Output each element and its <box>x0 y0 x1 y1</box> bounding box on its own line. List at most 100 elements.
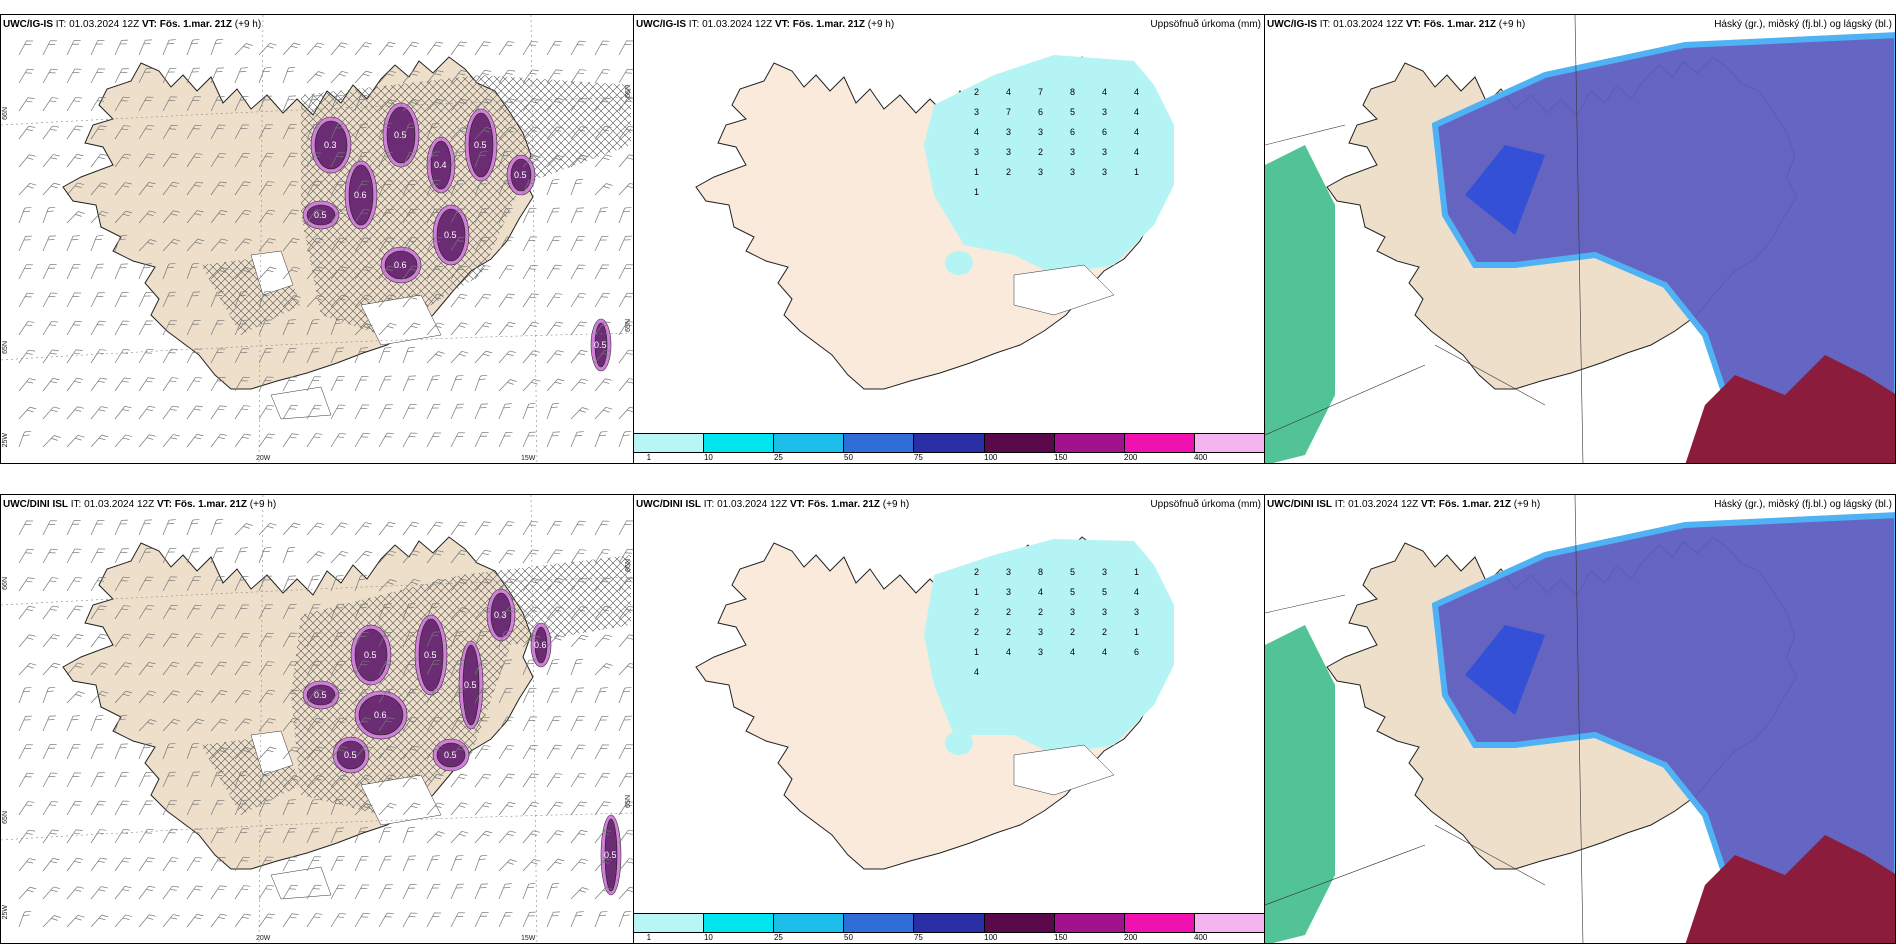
wind-barb <box>210 181 227 196</box>
wind-barb <box>18 858 36 872</box>
wind-barb <box>378 855 393 872</box>
wind-barb <box>66 634 84 648</box>
wind-barb <box>546 858 565 872</box>
wind-barb <box>282 152 298 168</box>
wind-barb <box>426 660 441 676</box>
wind-barb <box>210 153 227 168</box>
wind-barb <box>426 774 444 788</box>
wind-barb <box>90 320 106 336</box>
wind-barb <box>618 125 633 140</box>
wind-barb <box>546 634 565 648</box>
field-title: Háský (gr.), miðský (fj.bl.) og lágský (… <box>1714 499 1892 510</box>
wind-barb <box>498 293 515 308</box>
wind-barb <box>426 237 443 252</box>
wind-barb <box>618 910 632 928</box>
wind-barb <box>546 687 561 704</box>
wind-barb <box>474 745 491 760</box>
wind-barb <box>162 828 178 844</box>
colorbar-tick-label: 25 <box>773 933 783 942</box>
wind-barb <box>18 125 36 140</box>
wind-barb <box>66 743 81 760</box>
wind-barb <box>18 634 36 648</box>
wind-barb <box>330 123 345 140</box>
wind-barb <box>498 179 512 196</box>
wind-barb <box>330 433 347 448</box>
precip-value: 3 <box>1102 167 1107 177</box>
wind-barb <box>114 690 133 704</box>
wind-barb <box>186 67 201 84</box>
wind-barb <box>306 632 322 648</box>
wind-barb <box>546 40 562 56</box>
wind-barb <box>186 718 205 732</box>
contour-label: 0.5 <box>514 170 527 180</box>
wind-barb <box>330 522 348 536</box>
contour-layer: 0.3 0.6 0.5 0.4 0.5 0.5 0.5 0.6 0.5 0.5 <box>302 102 612 372</box>
wind-barb <box>186 885 203 900</box>
wind-barb <box>66 154 84 168</box>
wind-barb <box>330 717 348 732</box>
wind-barb <box>162 743 176 760</box>
lat-label-66n: 66N <box>2 577 9 590</box>
lon-label-15w: 15W <box>521 455 536 462</box>
precip-value: 6 <box>1070 127 1075 137</box>
wind-barb <box>162 604 178 620</box>
wind-barb <box>162 291 177 308</box>
wind-barb <box>18 154 36 168</box>
wind-barb <box>42 829 59 844</box>
glacier-outline <box>1013 264 1115 316</box>
wind-barb <box>570 830 588 844</box>
wind-barb <box>186 857 203 872</box>
wind-barb <box>186 604 202 620</box>
wind-barb <box>258 124 273 140</box>
colorbar-tick-label: 75 <box>913 933 923 942</box>
wind-barb <box>90 349 107 364</box>
wind-barb <box>282 661 299 676</box>
wind-barb <box>114 182 132 196</box>
wind-barb <box>378 99 397 112</box>
colorbar-tick-label: 200 <box>1124 453 1138 462</box>
wind-barb <box>114 96 130 112</box>
colorbar-segment <box>774 914 845 932</box>
wind-barb <box>90 96 106 112</box>
wind-barb <box>306 746 324 760</box>
field-title: Háský (gr.), miðský (fj.bl.) og lágský (… <box>1714 19 1892 30</box>
wind-barb <box>114 377 131 392</box>
wind-barb <box>258 152 274 168</box>
wind-barb <box>570 154 589 168</box>
wind-barb <box>522 549 539 564</box>
wind-barb <box>474 659 489 676</box>
wind-barb <box>210 828 226 844</box>
wind-barb <box>330 347 344 364</box>
wind-barb <box>522 830 540 844</box>
wind-barb <box>162 547 177 564</box>
precip-value: 4 <box>974 127 979 137</box>
iceland-precip-map: 2 4 7 8 4 4 3 7 6 5 3 4 4 3 3 6 6 4 3 3 2 3 3 4 1 2 3 3 3 1 1 <box>695 55 1174 390</box>
wind-barb <box>570 520 586 536</box>
wind-barb <box>426 351 445 364</box>
wind-barb <box>498 69 516 84</box>
precip-value: 4 <box>974 667 979 677</box>
contour-label: 0.5 <box>364 650 377 660</box>
wind-barb <box>42 577 59 592</box>
wind-barb <box>402 912 418 928</box>
wind-barb <box>306 42 325 56</box>
snow-contour-inner <box>534 626 548 664</box>
wind-barb <box>114 914 133 928</box>
wind-barb <box>570 716 585 732</box>
snow-free-layer <box>250 730 442 900</box>
low-cloud-area-green <box>1265 625 1335 943</box>
wind-barb <box>306 717 324 732</box>
wind-barb <box>474 854 488 872</box>
wind-barb <box>18 207 32 224</box>
wind-barb <box>42 715 56 732</box>
wind-barb <box>234 319 249 336</box>
wind-barb <box>330 180 346 196</box>
wind-barb <box>114 800 130 816</box>
precip-value: 3 <box>1006 587 1011 597</box>
wind-barb <box>90 829 107 844</box>
wind-barb <box>474 41 491 56</box>
precip-value: 3 <box>1006 127 1011 137</box>
wind-barb <box>114 320 130 336</box>
wind-barb <box>474 830 493 844</box>
wind-barb <box>402 717 419 732</box>
